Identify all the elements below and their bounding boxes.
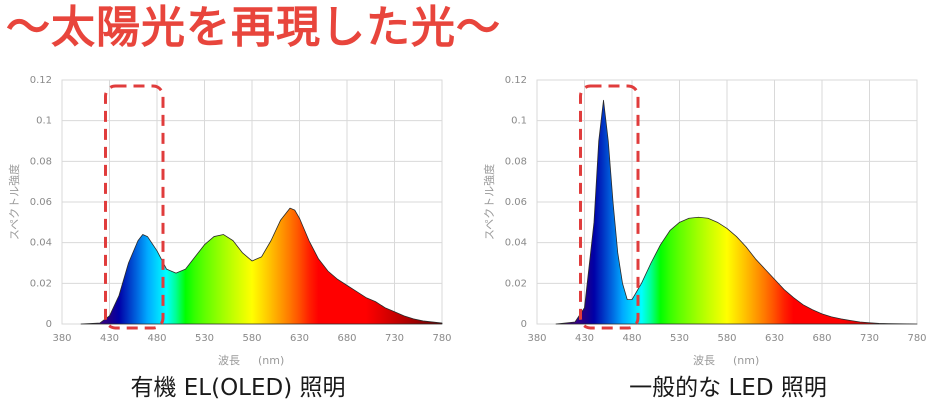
x-tick-label: 580 xyxy=(717,333,736,344)
x-tick-label: 530 xyxy=(670,333,689,344)
x-tick-label: 380 xyxy=(527,333,546,344)
spectrum-area xyxy=(80,207,443,325)
x-tick-label: 480 xyxy=(147,333,166,344)
x-tick-label: 730 xyxy=(860,333,879,344)
y-tick-label: 0.12 xyxy=(505,75,527,86)
y-tick-label: 0.04 xyxy=(30,238,52,249)
x-tick-label: 680 xyxy=(812,333,831,344)
x-tick-label: 480 xyxy=(622,333,641,344)
x-tick-label: 430 xyxy=(575,333,594,344)
blue-light-highlight xyxy=(104,84,165,330)
x-axis-unit: (nm) xyxy=(733,354,759,367)
chart-oled: 0 0.02 0.04 0.06 0.08 0.1 0.12 380 430 480 530 580 6… xyxy=(7,75,452,367)
y-tick-label: 0 xyxy=(521,319,527,330)
x-tick-label: 580 xyxy=(242,333,261,344)
y-tick-label: 0 xyxy=(46,319,52,330)
x-tick-label: 430 xyxy=(100,333,119,344)
caption-oled: 有機 EL(OLED) 照明 xyxy=(130,375,346,401)
y-tick-label: 0.06 xyxy=(30,197,52,208)
y-axis-label: スペクトル強度 xyxy=(7,164,21,240)
x-axis-label: 波長 xyxy=(218,354,240,367)
x-tick-label: 630 xyxy=(290,333,309,344)
y-tick-label: 0.02 xyxy=(30,278,52,289)
x-tick-label: 780 xyxy=(907,333,926,344)
y-tick-label: 0.04 xyxy=(505,238,527,249)
y-tick-label: 0.02 xyxy=(505,278,527,289)
spectrum-area xyxy=(555,99,918,325)
y-tick-label: 0.08 xyxy=(505,156,527,167)
y-axis-label: スペクトル強度 xyxy=(482,164,496,240)
x-tick-label: 780 xyxy=(432,333,451,344)
y-tick-label: 0.06 xyxy=(505,197,527,208)
headline: ～太陽光を再現した光～ xyxy=(6,2,501,53)
x-tick-label: 530 xyxy=(195,333,214,344)
y-tick-label: 0.12 xyxy=(30,75,52,86)
x-tick-label: 380 xyxy=(52,333,71,344)
y-tick-label: 0.1 xyxy=(511,116,527,127)
chart-led: 0 0.02 0.04 0.06 0.08 0.1 0.12 380 430 480 530 580 6… xyxy=(482,75,927,367)
x-tick-label: 730 xyxy=(385,333,404,344)
y-tick-label: 0.1 xyxy=(36,116,52,127)
x-tick-label: 680 xyxy=(337,333,356,344)
y-tick-label: 0.08 xyxy=(30,156,52,167)
x-axis-unit: (nm) xyxy=(258,354,284,367)
caption-led: 一般的な LED 照明 xyxy=(629,375,827,401)
x-tick-label: 630 xyxy=(765,333,784,344)
x-axis-label: 波長 xyxy=(693,354,715,367)
blue-light-highlight xyxy=(579,84,640,330)
